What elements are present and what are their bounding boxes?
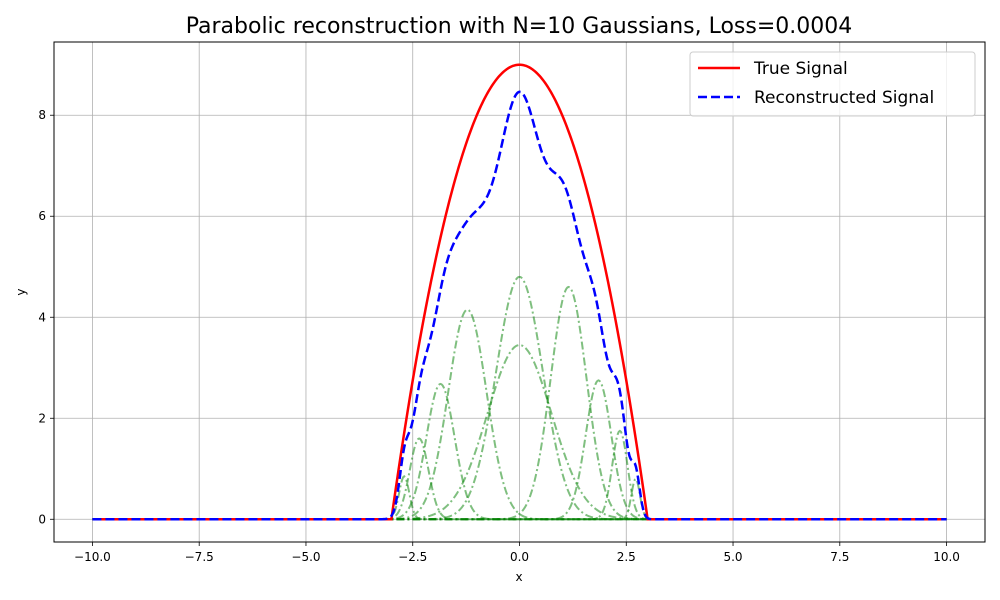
legend-box xyxy=(689,51,976,117)
x-tick-label: −7.5 xyxy=(185,550,214,564)
y-tick-label: 2 xyxy=(38,411,46,425)
y-tick-label: 8 xyxy=(38,108,46,122)
x-tick-label: −5.0 xyxy=(291,550,320,564)
x-tick-label: −10.0 xyxy=(74,550,111,564)
series-lines xyxy=(92,63,947,521)
x-tick-label: 7.5 xyxy=(830,550,849,564)
legend-label-true-signal: True Signal xyxy=(753,59,848,79)
x-tick-label: 10.0 xyxy=(933,550,960,564)
y-tick-label: 6 xyxy=(38,209,46,223)
y-axis-title: y xyxy=(14,288,28,295)
legend: True Signal Reconstructed Signal xyxy=(689,51,976,117)
legend-label-reconstructed-signal: Reconstructed Signal xyxy=(754,88,934,108)
chart-title: Parabolic reconstruction with N=10 Gauss… xyxy=(186,14,853,39)
x-tick-label: 5.0 xyxy=(723,550,742,564)
x-tick-label: 2.5 xyxy=(617,550,636,564)
gaussian-component-4 xyxy=(92,285,947,521)
x-tick-label: 0.0 xyxy=(510,550,529,564)
series-line-reconstructed-signal xyxy=(92,90,947,521)
axis-ticks: −10.0 −7.5 −5.0 −2.5 0.0 2.5 5.0 7.5 10.0 0 2 4 6 8 xyxy=(38,108,960,564)
y-tick-label: 0 xyxy=(38,512,46,526)
y-tick-label: 4 xyxy=(38,310,46,324)
x-tick-label: −2.5 xyxy=(398,550,427,564)
x-axis-title: x xyxy=(515,570,522,584)
